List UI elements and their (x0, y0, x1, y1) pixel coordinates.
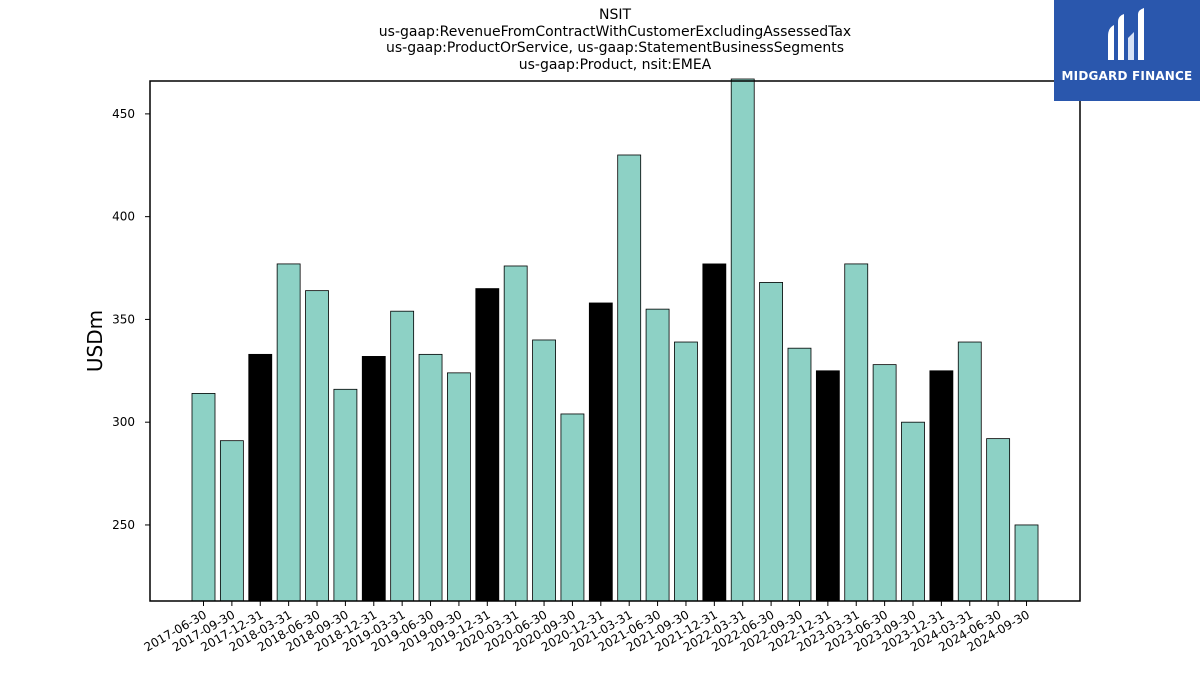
bar-2018-12-31 (361, 356, 386, 602)
y-tick-label: 450 (112, 107, 135, 121)
bar-2017-09-30 (219, 440, 244, 602)
chart-title-line-2: us-gaap:RevenueFromContractWithCustomerE… (378, 24, 852, 40)
y-tick-label: 250 (112, 518, 135, 532)
x-axis: 2017-06-302017-09-302017-12-312018-03-31… (142, 601, 1032, 654)
logo-text: MIDGARD FINANCE (1061, 69, 1193, 83)
bar-2022-12-31 (815, 370, 840, 602)
y-tick-label: 350 (112, 312, 135, 326)
bar-2021-03-31 (617, 154, 642, 602)
logo-mark-icon (1108, 8, 1144, 60)
chart-title-line-1: NSIT (598, 7, 632, 23)
bar-2019-06-30 (418, 353, 443, 602)
bar-2022-09-30 (787, 347, 812, 602)
bar-2021-06-30 (645, 308, 670, 602)
bar-2023-12-31 (929, 370, 954, 602)
chart-title-line-3: us-gaap:ProductOrService, us-gaap:Statem… (385, 40, 844, 56)
bar-2024-09-30 (1014, 524, 1039, 602)
brand-logo: MIDGARD FINANCE (1054, 0, 1200, 101)
bar-2021-12-31 (702, 263, 727, 602)
bar-2019-09-30 (447, 372, 471, 602)
plot-frame (149, 80, 1081, 602)
bar-2023-06-30 (872, 364, 897, 602)
bar-2023-03-31 (844, 263, 869, 602)
bars-group (191, 78, 1039, 602)
bar-2020-06-30 (532, 339, 556, 602)
y-axis: 250 300 350 400 450 (112, 107, 150, 532)
bar-2023-09-30 (901, 421, 925, 602)
bar-2021-09-30 (674, 341, 698, 602)
bar-2022-03-31 (730, 78, 755, 602)
y-axis-label: USDm (83, 310, 107, 372)
bar-2017-12-31 (248, 353, 273, 602)
bar-2019-12-31 (475, 288, 500, 602)
bar-2020-03-31 (503, 265, 528, 602)
bar-2024-03-31 (957, 341, 982, 602)
bar-2017-06-30 (191, 393, 216, 602)
bar-2018-09-30 (333, 388, 358, 602)
y-tick-label: 400 (112, 210, 135, 224)
bar-2018-06-30 (305, 290, 329, 602)
y-tick-label: 300 (112, 415, 135, 429)
bar-2020-09-30 (560, 413, 585, 602)
chart-title-line-4: us-gaap:Product, nsit:EMEA (518, 57, 712, 73)
bar-2024-06-30 (986, 438, 1011, 602)
bar-2020-12-31 (588, 302, 613, 602)
bar-2022-06-30 (759, 282, 783, 602)
bar-2019-03-31 (390, 310, 415, 602)
bar-2018-03-31 (276, 263, 301, 602)
